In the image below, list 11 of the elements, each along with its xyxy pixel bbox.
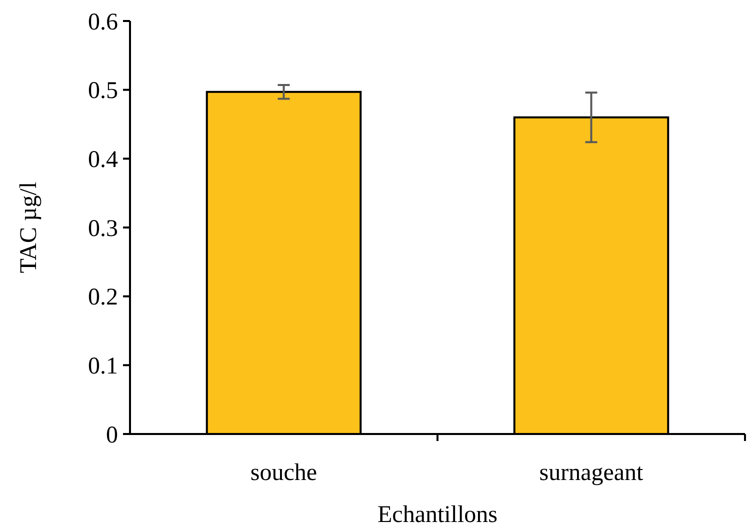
y-tick-label: 0.3 [88, 216, 118, 242]
x-tick-label: surnageant [539, 460, 644, 486]
y-tick-label: 0.1 [88, 354, 118, 380]
x-tick-label: souche [250, 460, 318, 486]
y-axis-title: TAC µg/l [16, 182, 42, 274]
y-tick-label: 0.6 [88, 9, 118, 36]
y-tick-label: 0.5 [88, 78, 118, 104]
x-axis-title: Echantillons [378, 502, 498, 528]
y-tick-label: 0.4 [88, 147, 118, 174]
y-tick-label: 0.2 [88, 284, 118, 311]
y-tick-label: 0 [106, 422, 118, 448]
